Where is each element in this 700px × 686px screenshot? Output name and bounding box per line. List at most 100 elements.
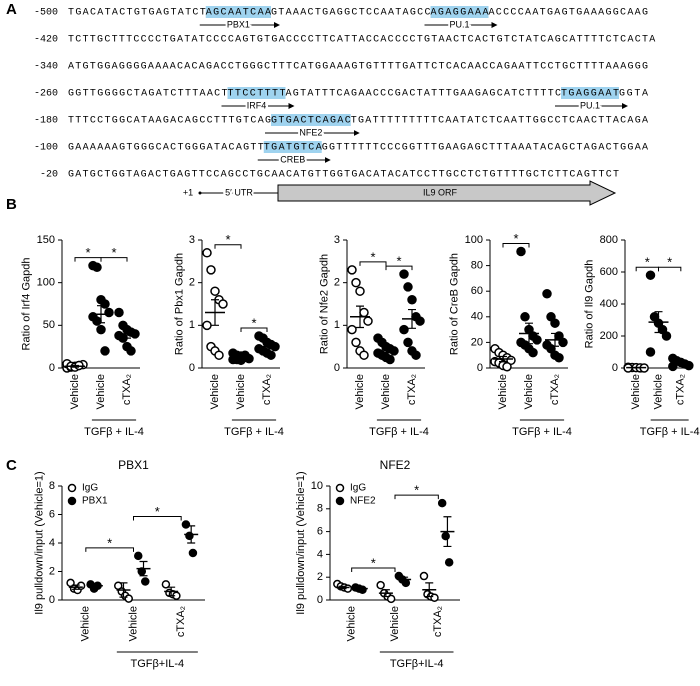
line-number: -180 (34, 116, 58, 127)
line-number: -340 (34, 62, 58, 73)
y-tick-label: 3 (334, 234, 340, 246)
significance-label: * (155, 504, 160, 519)
y-tick-label: 2 (49, 565, 55, 577)
data-point (348, 266, 356, 274)
data-point (142, 578, 149, 585)
data-point (207, 266, 215, 274)
data-point (377, 582, 384, 589)
utr-label: 5′ UTR (225, 187, 253, 197)
y-tick-label: 0 (189, 362, 195, 374)
data-point (215, 351, 223, 359)
data-point (211, 287, 219, 295)
y-tick-label: 1 (334, 319, 340, 331)
data-point (404, 338, 412, 346)
y-tick-label: 8 (49, 480, 55, 492)
x-tick-label: Vehicle (127, 606, 139, 641)
x-tick-label: Vehicle (630, 374, 642, 409)
significance-label: * (107, 535, 112, 550)
data-point (101, 347, 109, 355)
x-tick-label: cTXA₂ (175, 606, 187, 637)
motif-label: CREB (280, 154, 305, 164)
x-tick-label: cTXA₂ (675, 374, 687, 405)
y-axis-label: Ratio of CreB Gapdh (448, 253, 460, 355)
panel-label: B (6, 196, 17, 213)
data-point (78, 582, 85, 589)
y-tick-label: 600 (600, 266, 618, 278)
y-tick-label: 8 (317, 503, 323, 515)
sequence-text: ATGTGGAGGGGAAAACACAGACCTGGGCTTTCATGGAAAG… (68, 62, 648, 73)
line-number: -260 (34, 89, 58, 100)
x-tick-label: Vehicle (389, 606, 401, 641)
data-point (267, 351, 275, 359)
y-axis-label: Ratio of Irf4 Gapdh (20, 258, 32, 351)
data-point (529, 349, 537, 357)
y-tick-label: 200 (600, 330, 618, 342)
sequence-text: AGTATTTCAGAACCCGACTATTTGAAGAGCATCTTTTC (286, 89, 562, 100)
y-tick-label: 1 (189, 319, 195, 331)
group-label: TGFβ + IL-4 (84, 426, 144, 438)
data-point (101, 300, 109, 308)
y-tick-label: 0 (49, 594, 55, 606)
x-tick-label: cTXA₂ (406, 374, 418, 405)
data-point (105, 309, 113, 317)
data-point (402, 579, 409, 586)
x-tick-label: Vehicle (95, 374, 107, 409)
tss-dot (199, 192, 202, 195)
y-tick-label: 150 (37, 234, 55, 246)
significance-label: * (667, 255, 672, 270)
legend-label: NFE2 (350, 496, 376, 507)
significance-label: * (396, 254, 401, 269)
y-tick-label: 4 (317, 548, 323, 560)
x-tick-label: Vehicle (209, 374, 221, 409)
y-tick-label: 3 (189, 234, 195, 246)
data-point (203, 321, 211, 329)
x-tick-label: cTXA₂ (121, 374, 133, 405)
y-tick-label: 0 (477, 362, 483, 374)
x-tick-label: cTXA₂ (549, 374, 561, 405)
y-tick-label: 60 (471, 285, 483, 297)
orf-label: IL9 ORF (423, 187, 458, 197)
line-number: -420 (34, 35, 58, 46)
x-tick-label: Vehicle (523, 374, 535, 409)
data-point (404, 283, 412, 291)
significance-label: * (414, 483, 419, 498)
data-point (551, 319, 559, 327)
group-label: TGFβ + IL-4 (512, 426, 572, 438)
sequence-text: GGTTGGGGCTAGATCTTTAACT (68, 89, 228, 100)
data-point (521, 313, 529, 321)
data-point (219, 300, 227, 308)
group-label: TGFβ + IL-4 (640, 426, 700, 438)
group-label: TGFβ+IL-4 (130, 658, 184, 670)
data-point (127, 347, 135, 355)
data-point (533, 336, 541, 344)
y-tick-label: 20 (471, 336, 483, 348)
legend-marker (337, 498, 344, 505)
data-point (352, 338, 360, 346)
significance-label: * (111, 245, 116, 260)
group-label: TGFβ+IL-4 (390, 658, 444, 670)
chart-title: PBX1 (118, 458, 149, 472)
significance-label: * (370, 249, 375, 264)
data-point (115, 309, 123, 317)
data-point (400, 326, 408, 334)
sequence-text: GGTTTTTTCCCGGTTTGAAGAGCTTTAAATACAGCTAGAC… (322, 143, 648, 154)
legend-label: IgG (82, 483, 98, 494)
sequence-text: TGACATACTGTGAGTATCT (68, 8, 206, 19)
x-tick-label: Vehicle (497, 374, 509, 409)
data-point (182, 521, 189, 528)
data-point (503, 363, 511, 371)
group-label: TGFβ + IL-4 (224, 426, 284, 438)
y-axis-label: Ratio of Nfe2 Gapdh (318, 254, 330, 354)
line-number: -100 (34, 143, 58, 154)
data-point (439, 500, 446, 507)
motif-label: IRF4 (247, 100, 267, 110)
data-point (420, 573, 427, 580)
x-tick-label: Vehicle (354, 374, 366, 409)
data-point (93, 263, 101, 271)
motif-label: PU.1 (580, 100, 600, 110)
data-point (97, 326, 105, 334)
legend-marker (69, 485, 76, 492)
significance-label: * (645, 255, 650, 270)
sequence-text: TGAGGAAT (561, 89, 619, 100)
y-tick-label: 40 (471, 311, 483, 323)
